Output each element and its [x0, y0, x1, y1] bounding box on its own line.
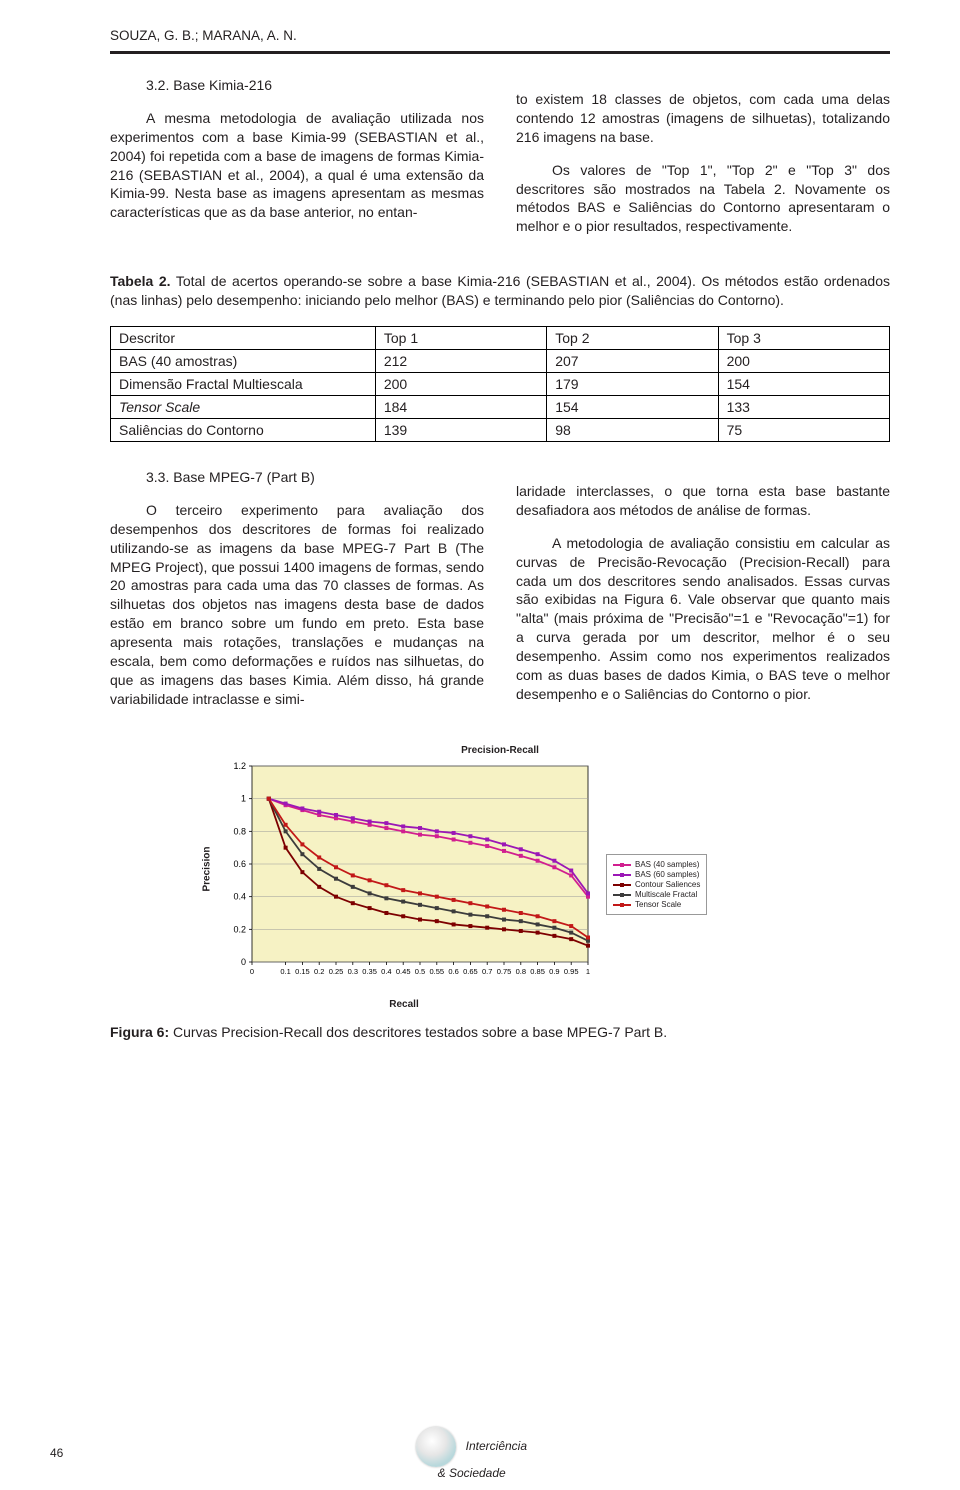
paragraph: laridade interclasses, o que torna esta …	[516, 482, 890, 520]
svg-text:0.15: 0.15	[295, 967, 310, 976]
legend-label: Tensor Scale	[635, 900, 681, 909]
table-caption-label: Tabela 2.	[110, 273, 171, 289]
table-cell: 200	[375, 373, 546, 396]
svg-text:0.85: 0.85	[530, 967, 545, 976]
legend-swatch-icon	[613, 874, 631, 876]
svg-text:0: 0	[250, 967, 254, 976]
paragraph: to existem 18 classes de objetos, com ca…	[516, 90, 890, 147]
page-footer: 46 Interciência & Sociedade	[0, 1427, 960, 1480]
table-cell: BAS (40 amostras)	[111, 350, 376, 373]
table-cell: 75	[718, 419, 889, 442]
svg-text:0.5: 0.5	[415, 967, 425, 976]
paragraph: A mesma metodologia de avaliação utiliza…	[110, 109, 484, 222]
running-head: SOUZA, G. B.; MARANA, A. N.	[110, 28, 890, 43]
legend-label: Multiscale Fractal	[635, 890, 697, 899]
svg-text:0.25: 0.25	[329, 967, 344, 976]
table-header-cell: Descritor	[111, 327, 376, 350]
svg-text:0.3: 0.3	[348, 967, 358, 976]
table-header-cell: Top 3	[718, 327, 889, 350]
figure-caption-text: Curvas Precision-Recall dos descritores …	[169, 1024, 667, 1040]
table-caption: Tabela 2. Total de acertos operando-se s…	[110, 272, 890, 310]
journal-name-line2: & Sociedade	[438, 1466, 506, 1480]
table-cell: 207	[547, 350, 718, 373]
figure-caption-label: Figura 6:	[110, 1024, 169, 1040]
figure-caption: Figura 6: Curvas Precision-Recall dos de…	[110, 1024, 890, 1040]
legend-item: BAS (60 samples)	[613, 870, 700, 879]
page-number: 46	[50, 1446, 63, 1460]
legend-swatch-icon	[613, 864, 631, 866]
svg-text:0.7: 0.7	[482, 967, 492, 976]
legend-swatch-icon	[613, 904, 631, 906]
table-caption-text: Total de acertos operando-se sobre a bas…	[110, 273, 890, 308]
table-cell: 154	[718, 373, 889, 396]
table-cell: 133	[718, 396, 889, 419]
chart-y-axis-label: Precision	[202, 878, 213, 892]
svg-text:0.55: 0.55	[429, 967, 444, 976]
legend-swatch-icon	[613, 884, 631, 886]
section-heading: 3.3. Base MPEG-7 (Part B)	[110, 468, 484, 487]
section-heading: 3.2. Base Kimia-216	[110, 76, 484, 95]
svg-text:0.9: 0.9	[549, 967, 559, 976]
table-cell: 212	[375, 350, 546, 373]
svg-text:0.65: 0.65	[463, 967, 478, 976]
svg-text:1: 1	[586, 967, 590, 976]
table-header-cell: Top 2	[547, 327, 718, 350]
table-cell: 139	[375, 419, 546, 442]
svg-text:0.6: 0.6	[233, 859, 246, 869]
svg-text:0: 0	[241, 957, 246, 967]
svg-text:0.75: 0.75	[497, 967, 512, 976]
table-row: Saliências do Contorno1399875	[111, 419, 890, 442]
chart-legend: BAS (40 samples)BAS (60 samples)Contour …	[606, 854, 707, 915]
chart-svg: 0 0.2 0.4 0.6 0.8 1 1.2 0 0.1 0.15 0.2 0.25 0.3 0.35 0…	[214, 760, 594, 990]
table-cell: 200	[718, 350, 889, 373]
table-row: Dimensão Fractal Multiescala200179154	[111, 373, 890, 396]
svg-text:0.6: 0.6	[448, 967, 458, 976]
table-cell: Tensor Scale	[111, 396, 376, 419]
precision-recall-chart: Precision-Recall Precision 0 0.2 0.4 0.6 0.8…	[200, 745, 800, 1010]
chart-title: Precision-Recall	[200, 745, 800, 756]
legend-label: Contour Saliences	[635, 880, 700, 889]
paragraph: A metodologia de avaliação consistiu em …	[516, 534, 890, 704]
table-cell: 184	[375, 396, 546, 419]
table-kimia-216: DescritorTop 1Top 2Top 3BAS (40 amostras…	[110, 326, 890, 442]
svg-text:0.8: 0.8	[233, 826, 246, 836]
table-header-cell: Top 1	[375, 327, 546, 350]
section-mpeg7: 3.3. Base MPEG-7 (Part B) O terceiro exp…	[110, 468, 890, 723]
svg-text:1.2: 1.2	[233, 761, 246, 771]
legend-item: BAS (40 samples)	[613, 860, 700, 869]
journal-logo-icon	[416, 1427, 456, 1467]
paragraph: O terceiro experimento para avaliação do…	[110, 501, 484, 709]
svg-text:0.95: 0.95	[564, 967, 579, 976]
table-cell: Saliências do Contorno	[111, 419, 376, 442]
legend-label: BAS (60 samples)	[635, 870, 699, 879]
legend-label: BAS (40 samples)	[635, 860, 699, 869]
table-cell: 154	[547, 396, 718, 419]
legend-item: Contour Saliences	[613, 880, 700, 889]
header-rule	[110, 51, 890, 54]
svg-text:1: 1	[241, 793, 246, 803]
section-kimia-216: 3.2. Base Kimia-216 A mesma metodologia …	[110, 76, 890, 250]
table-row: BAS (40 amostras)212207200	[111, 350, 890, 373]
paragraph: Os valores de "Top 1", "Top 2" e "Top 3"…	[516, 161, 890, 237]
svg-text:0.8: 0.8	[516, 967, 526, 976]
svg-text:0.4: 0.4	[233, 891, 246, 901]
table-cell: 98	[547, 419, 718, 442]
svg-text:0.1: 0.1	[280, 967, 290, 976]
table-cell: Dimensão Fractal Multiescala	[111, 373, 376, 396]
legend-swatch-icon	[613, 894, 631, 896]
svg-text:0.2: 0.2	[314, 967, 324, 976]
svg-text:0.35: 0.35	[362, 967, 377, 976]
chart-x-axis-label: Recall	[214, 999, 594, 1010]
legend-item: Tensor Scale	[613, 900, 700, 909]
svg-text:0.2: 0.2	[233, 924, 246, 934]
journal-name-line1: Interciência	[466, 1439, 527, 1453]
legend-item: Multiscale Fractal	[613, 890, 700, 899]
table-cell: 179	[547, 373, 718, 396]
svg-text:0.4: 0.4	[381, 967, 391, 976]
table-row: Tensor Scale184154133	[111, 396, 890, 419]
svg-text:0.45: 0.45	[396, 967, 411, 976]
